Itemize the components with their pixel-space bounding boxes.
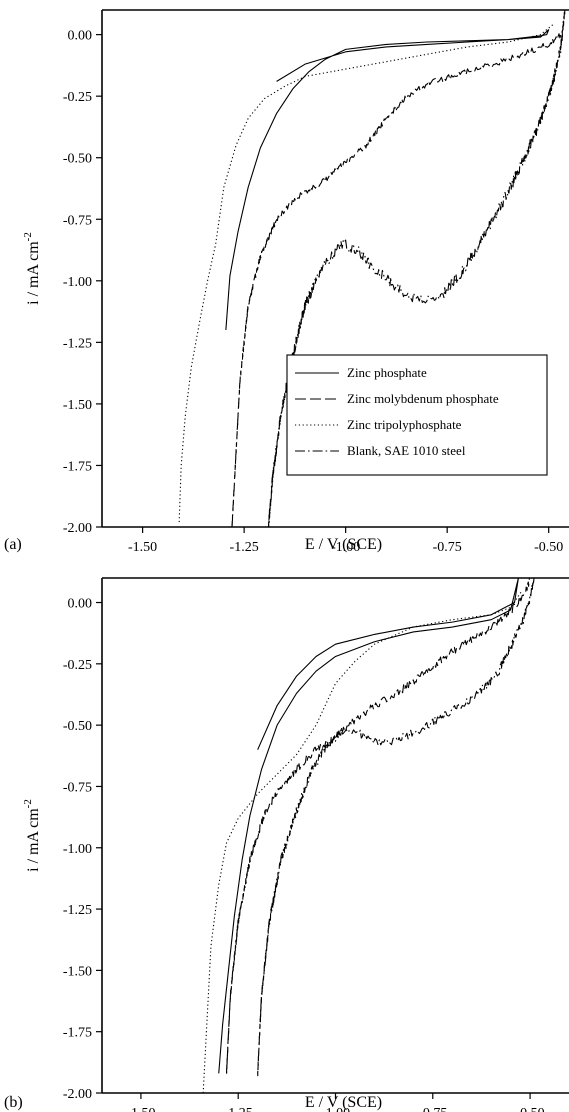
y-axis-title-superscript: -2: [22, 799, 34, 808]
y-tick-label: -1.00: [63, 842, 92, 857]
y-tick-label: -0.50: [63, 152, 92, 167]
y-tick-label: -1.25: [63, 336, 92, 351]
series-line-series-4: [257, 578, 535, 1077]
x-tick-label: -0.75: [433, 540, 462, 555]
y-tick-label: -0.25: [63, 658, 92, 673]
y-axis-title-main: i / mA cm: [25, 241, 42, 305]
legend: Zinc phosphate Zinc molybdenum phosphate Z…: [286, 354, 548, 476]
y-tick-label: -0.75: [63, 213, 92, 228]
x-tick-label: -1.50: [128, 540, 157, 555]
series-line-zinc-molybdenum-phosphate: [231, 33, 562, 527]
legend-label-zinc-tripolyphosphate: Zinc tripolyphosphate: [347, 417, 462, 432]
series-line-zinc-phosphate: [225, 29, 550, 331]
y-tick-label: -0.75: [63, 780, 92, 795]
plot-area: [202, 578, 535, 1093]
y-axis-title: i / mA cm-2: [22, 799, 42, 872]
legend-label-blank-sae-1010-steel: Blank, SAE 1010 steel: [347, 443, 466, 458]
y-tick-label: -0.25: [63, 90, 92, 105]
y-tick-label: -1.75: [63, 1026, 92, 1041]
x-tick-label: -0.75: [418, 1106, 447, 1112]
y-tick-label: -1.50: [63, 398, 92, 413]
y-tick-label: -2.00: [63, 1087, 92, 1102]
y-axis-title-main: i / mA cm: [25, 808, 42, 872]
x-tick-label: -0.50: [534, 540, 563, 555]
x-tick-label: -1.25: [230, 540, 259, 555]
y-tick-label: -1.25: [63, 903, 92, 918]
plot-area: [178, 10, 566, 527]
y-tick-label: -2.00: [63, 521, 92, 536]
panel-label: (a): [4, 536, 22, 553]
series-line-series-1: [218, 578, 519, 1074]
panel-a: -1.50 -1.25 -1.00 -0.75 -0.50 0.00 -0.25 -0.50 -…: [4, 9, 569, 555]
x-tick-label: -1.00: [331, 540, 360, 555]
x-tick-label: -0.50: [515, 1106, 544, 1112]
series-line-blank-sae-1010-steel: [268, 10, 566, 527]
y-tick-label: -0.50: [63, 719, 92, 734]
x-tick-label: -1.50: [126, 1106, 155, 1112]
x-tick-label: -1.25: [224, 1106, 253, 1112]
series-line-series-2: [225, 578, 531, 1074]
legend-label-zinc-molybdenum-phosphate: Zinc molybdenum phosphate: [347, 391, 499, 406]
panel-label: (b): [4, 1094, 23, 1111]
y-tick-label: -1.75: [63, 459, 92, 474]
legend-box: [286, 354, 548, 476]
y-tick-label: 0.00: [68, 29, 93, 44]
x-tick-label: -1.00: [321, 1106, 350, 1112]
series-line-series-3: [202, 589, 523, 1093]
x-axis-title: E / V (SCE): [305, 536, 382, 553]
legend-label-zinc-phosphate: Zinc phosphate: [347, 365, 427, 380]
y-axis-title-superscript: -2: [22, 232, 34, 241]
y-tick-label: 0.00: [68, 597, 93, 612]
y-axis-title: i / mA cm-2: [22, 232, 42, 305]
y-tick-label: -1.00: [63, 275, 92, 290]
panel-b: -1.50 -1.25 -1.00 -0.75 -0.50 0.00 -0.25 -0.50 -…: [4, 577, 569, 1112]
x-axis-title: E / V (SCE): [305, 1094, 382, 1111]
y-tick-label: -1.50: [63, 964, 92, 979]
